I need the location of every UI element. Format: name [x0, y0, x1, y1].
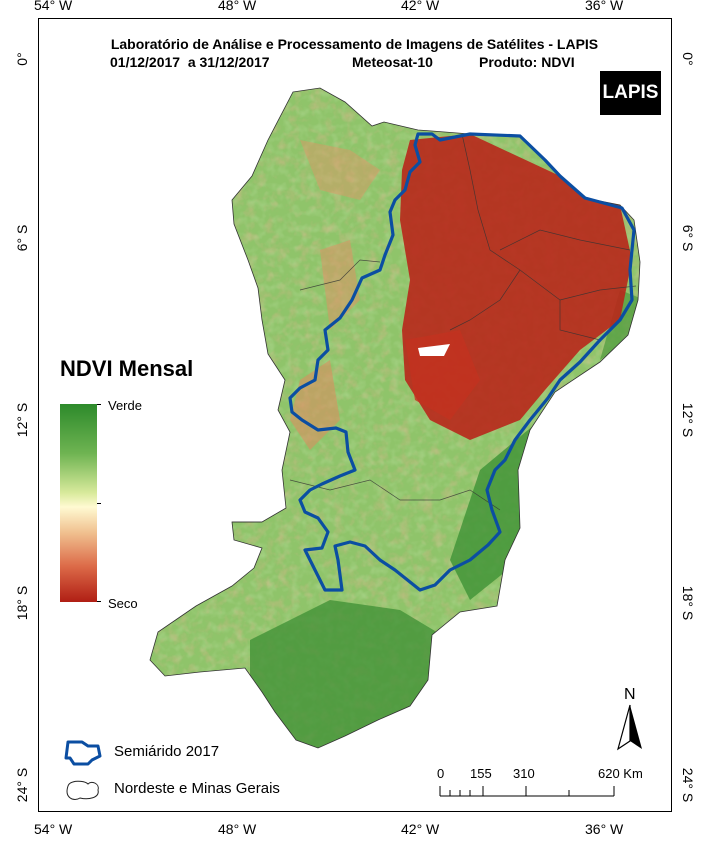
semiarid-legend-label: Semiárido 2017 [114, 743, 220, 760]
lon-label-top: 54° W [34, 0, 73, 13]
product-label: Produto: NDVI [479, 54, 575, 70]
north-arrow-icon [616, 704, 642, 751]
lon-label-top: 42° W [401, 0, 440, 13]
ramp-tick [97, 404, 101, 405]
scale-bar [439, 786, 615, 797]
scale-label-155: 155 [470, 766, 492, 781]
lon-label-bottom: 48° W [218, 821, 257, 837]
semiarid-boundary [288, 132, 636, 592]
scale-label-620: 620 Km [598, 766, 643, 781]
scale-label-0: 0 [437, 766, 445, 781]
north-label: N [624, 686, 636, 703]
lon-label-bottom: 42° W [401, 821, 440, 837]
lon-label-bottom: 36° W [585, 821, 624, 837]
lapis-logo: LAPIS [600, 71, 661, 115]
legend-title: NDVI Mensal [60, 356, 194, 381]
logo-text: LAPIS [602, 82, 659, 103]
map-title: Laboratório de Análise e Processamento d… [110, 36, 599, 52]
scale-label-310: 310 [513, 766, 535, 781]
ramp-high-label: Verde [108, 398, 142, 413]
ramp-low-label: Seco [108, 596, 138, 611]
ramp-tick [97, 503, 101, 504]
period-label: 01/12/2017 a 31/12/2017 [110, 54, 270, 70]
lon-label-top: 36° W [585, 0, 624, 13]
region-legend-label: Nordeste e Minas Gerais [114, 780, 280, 797]
region-legend-icon [66, 780, 99, 800]
lon-label-top: 48° W [218, 0, 257, 13]
lon-label-bottom: 54° W [34, 821, 73, 837]
semiarid-legend-icon [64, 740, 102, 766]
satellite-label: Meteosat-10 [352, 54, 433, 70]
ramp-tick [97, 601, 101, 602]
ndvi-color-ramp [60, 404, 97, 602]
